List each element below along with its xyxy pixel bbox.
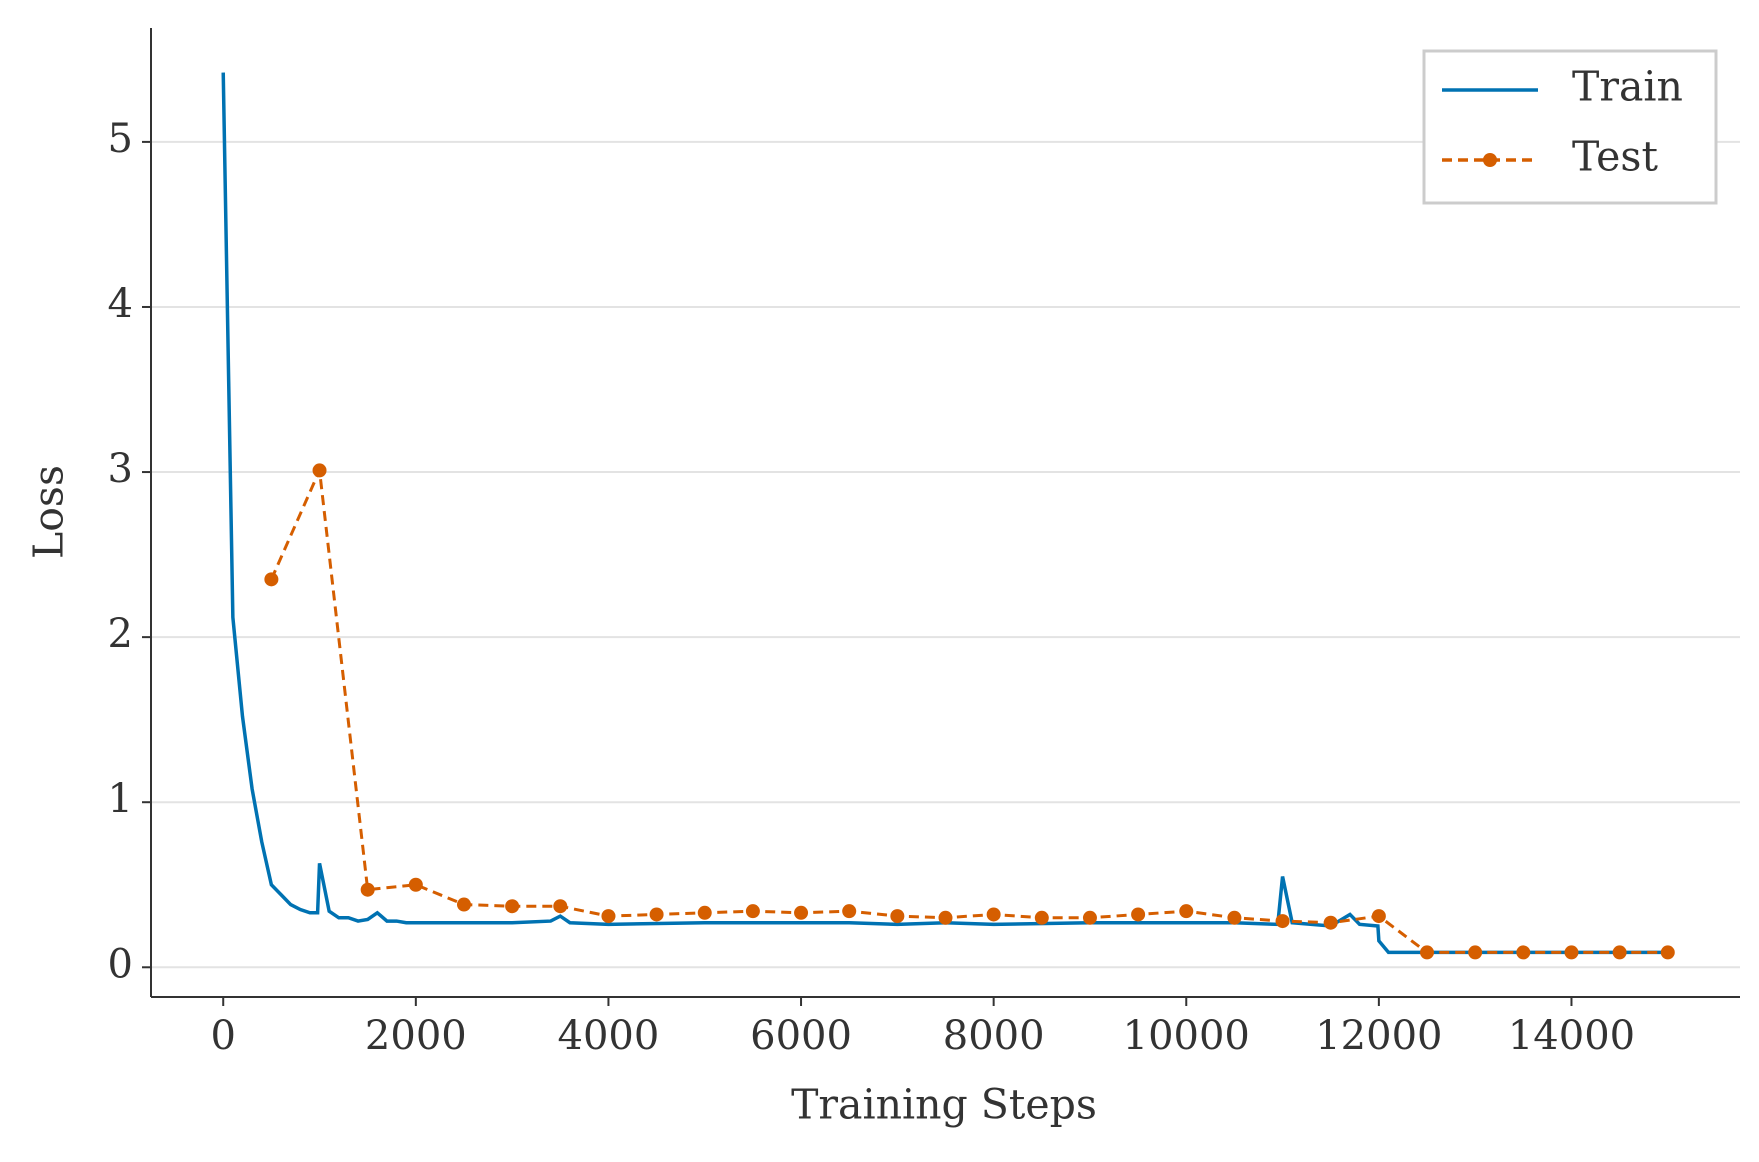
data-point bbox=[264, 572, 279, 587]
data-point bbox=[505, 899, 520, 914]
data-point bbox=[1082, 910, 1097, 925]
data-point bbox=[842, 904, 857, 919]
x-tick-label: 8000 bbox=[943, 1013, 1045, 1059]
data-point bbox=[1468, 945, 1483, 960]
data-point bbox=[794, 905, 809, 920]
data-point bbox=[1660, 945, 1675, 960]
y-tick-label: 1 bbox=[108, 776, 133, 822]
data-point bbox=[312, 463, 327, 478]
data-point bbox=[1179, 904, 1194, 919]
data-point bbox=[986, 907, 1001, 922]
data-point bbox=[456, 897, 471, 912]
data-point bbox=[697, 905, 712, 920]
series-line bbox=[221, 72, 1668, 955]
legend-marker bbox=[1483, 153, 1497, 167]
data-point bbox=[1323, 915, 1338, 930]
data-point bbox=[1275, 914, 1290, 929]
x-tick-label: 4000 bbox=[558, 1013, 660, 1059]
x-tick-label: 14000 bbox=[1508, 1013, 1635, 1059]
y-tick-label: 5 bbox=[108, 116, 133, 162]
data-point bbox=[890, 909, 905, 924]
x-tick-label: 12000 bbox=[1315, 1013, 1442, 1059]
legend-label: Test bbox=[1572, 133, 1658, 181]
x-tick-label: 10000 bbox=[1123, 1013, 1250, 1059]
data-point bbox=[1564, 945, 1579, 960]
y-tick-label: 4 bbox=[108, 281, 133, 327]
y-axis-label: Loss bbox=[25, 465, 73, 559]
y-tick-label: 3 bbox=[108, 446, 133, 492]
data-point bbox=[1227, 910, 1242, 925]
data-point bbox=[360, 882, 375, 897]
data-point bbox=[408, 877, 423, 892]
data-point bbox=[1516, 945, 1531, 960]
series-line bbox=[270, 464, 1668, 954]
data-point bbox=[649, 907, 664, 922]
data-point bbox=[1371, 909, 1386, 924]
data-point bbox=[1034, 910, 1049, 925]
data-point bbox=[553, 899, 568, 914]
data-point bbox=[601, 909, 616, 924]
y-tick-label: 0 bbox=[108, 941, 133, 987]
legend-box bbox=[1422, 49, 1718, 205]
legend-label: Train bbox=[1572, 63, 1683, 111]
data-point bbox=[1612, 945, 1627, 960]
data-point bbox=[1420, 945, 1435, 960]
data-point bbox=[745, 904, 760, 919]
data-point bbox=[1131, 907, 1146, 922]
data-point bbox=[938, 910, 953, 925]
y-tick-label: 2 bbox=[108, 611, 133, 657]
x-axis-label: Training Steps bbox=[791, 1081, 1097, 1129]
x-tick-label: 2000 bbox=[365, 1013, 467, 1059]
x-tick-label: 6000 bbox=[750, 1013, 852, 1059]
x-tick-label: 0 bbox=[211, 1013, 236, 1059]
